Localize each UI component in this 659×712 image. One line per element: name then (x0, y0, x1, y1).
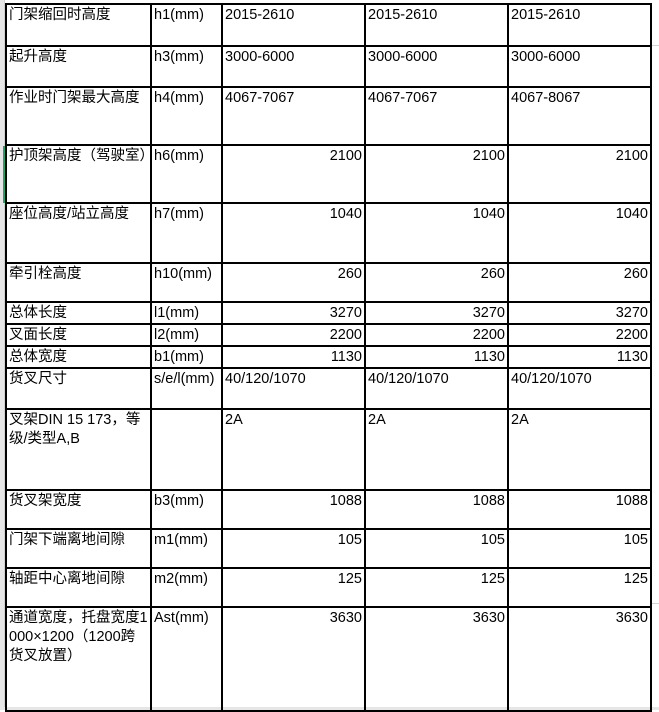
cell-parameter-label[interactable]: 总体长度 (5, 301, 152, 325)
cell-unit[interactable]: l1(mm) (150, 301, 223, 325)
table-row: 牵引栓高度 h10(mm) 260 260 260 (5, 262, 652, 303)
cell-unit[interactable]: h6(mm) (150, 144, 223, 204)
cell-unit[interactable]: b3(mm) (150, 489, 223, 530)
table-row: 货叉架宽度 b3(mm) 1088 1088 1088 (5, 489, 652, 530)
cell-model-3-value[interactable]: 2A (507, 408, 652, 491)
cell-model-2-value[interactable]: 3270 (364, 301, 509, 325)
cell-model-3-value[interactable]: 40/120/1070 (507, 367, 652, 410)
cell-model-3-value[interactable]: 1040 (507, 202, 652, 264)
cell-unit[interactable] (150, 408, 223, 491)
cell-unit[interactable]: b1(mm) (150, 345, 223, 369)
cell-model-2-value[interactable]: 2015-2610 (364, 3, 509, 47)
spec-table: 门架缩回时高度 h1(mm) 2015-2610 2015-2610 2015-2610… (5, 3, 652, 712)
cell-model-2-value[interactable]: 4067-7067 (364, 86, 509, 146)
cell-model-3-value[interactable]: 2200 (507, 323, 652, 347)
cell-model-3-value[interactable]: 2015-2610 (507, 3, 652, 47)
table-row: 货叉尺寸 s/e/l(mm) 40/120/1070 40/120/1070 40/12… (5, 367, 652, 410)
cell-model-3-value[interactable]: 260 (507, 262, 652, 303)
cell-model-2-value[interactable]: 1040 (364, 202, 509, 264)
cell-model-3-value[interactable]: 1130 (507, 345, 652, 369)
cell-model-2-value[interactable]: 3000-6000 (364, 45, 509, 88)
cell-parameter-label[interactable]: 座位高度/站立高度 (5, 202, 152, 264)
cell-parameter-label[interactable]: 门架缩回时高度 (5, 3, 152, 47)
cell-model-1-value[interactable]: 3630 (221, 606, 366, 712)
cell-model-1-value[interactable]: 105 (221, 528, 366, 569)
cell-unit[interactable]: h3(mm) (150, 45, 223, 88)
cell-model-1-value[interactable]: 40/120/1070 (221, 367, 366, 410)
cell-model-1-value[interactable]: 1040 (221, 202, 366, 264)
table-row: 作业时门架最大高度 h4(mm) 4067-7067 4067-7067 4067-80… (5, 86, 652, 146)
cell-unit[interactable]: m1(mm) (150, 528, 223, 569)
cell-model-1-value[interactable]: 1130 (221, 345, 366, 369)
cell-parameter-label[interactable]: 总体宽度 (5, 345, 152, 369)
table-row: 护顶架高度（驾驶室） h6(mm) 2100 2100 2100 (5, 144, 652, 204)
cell-parameter-label[interactable]: 通道宽度，托盘宽度1000×1200（1200跨货叉放置） (5, 606, 152, 712)
cell-model-2-value[interactable]: 125 (364, 567, 509, 608)
cell-model-2-value[interactable]: 40/120/1070 (364, 367, 509, 410)
gridline (652, 45, 659, 46)
cell-unit[interactable]: l2(mm) (150, 323, 223, 347)
cell-model-3-value[interactable]: 125 (507, 567, 652, 608)
cell-model-1-value[interactable]: 4067-7067 (221, 86, 366, 146)
cell-unit[interactable]: m2(mm) (150, 567, 223, 608)
cell-parameter-label[interactable]: 作业时门架最大高度 (5, 86, 152, 146)
cell-model-1-value[interactable]: 3270 (221, 301, 366, 325)
cell-unit[interactable]: Ast(mm) (150, 606, 223, 712)
cell-model-3-value[interactable]: 4067-8067 (507, 86, 652, 146)
cell-unit[interactable]: h4(mm) (150, 86, 223, 146)
cell-model-1-value[interactable]: 125 (221, 567, 366, 608)
cell-parameter-label[interactable]: 货叉架宽度 (5, 489, 152, 530)
cell-parameter-label[interactable]: 门架下端离地间隙 (5, 528, 152, 569)
cell-parameter-label[interactable]: 起升高度 (5, 45, 152, 88)
table-row: 起升高度 h3(mm) 3000-6000 3000-6000 3000-6000 (5, 45, 652, 88)
cell-model-1-value[interactable]: 3000-6000 (221, 45, 366, 88)
cell-parameter-label[interactable]: 货叉尺寸 (5, 367, 152, 410)
table-row: 通道宽度，托盘宽度1000×1200（1200跨货叉放置） Ast(mm) 3630… (5, 606, 652, 712)
cell-model-3-value[interactable]: 105 (507, 528, 652, 569)
table-row: 座位高度/站立高度 h7(mm) 1040 1040 1040 (5, 202, 652, 264)
cell-model-2-value[interactable]: 2200 (364, 323, 509, 347)
table-row: 门架下端离地间隙 m1(mm) 105 105 105 (5, 528, 652, 569)
table-row: 叉架DIN 15 173，等级/类型A,B 2A 2A 2A (5, 408, 652, 491)
cell-model-1-value[interactable]: 260 (221, 262, 366, 303)
cell-model-3-value[interactable]: 3000-6000 (507, 45, 652, 88)
cell-model-2-value[interactable]: 3630 (364, 606, 509, 712)
cell-unit[interactable]: h7(mm) (150, 202, 223, 264)
table-row: 总体长度 l1(mm) 3270 3270 3270 (5, 301, 652, 325)
cell-parameter-label[interactable]: 轴距中心离地间隙 (5, 567, 152, 608)
cell-unit[interactable]: s/e/l(mm) (150, 367, 223, 410)
cell-model-2-value[interactable]: 105 (364, 528, 509, 569)
cell-model-2-value[interactable]: 1088 (364, 489, 509, 530)
row-header-strip (0, 0, 5, 710)
table-row: 门架缩回时高度 h1(mm) 2015-2610 2015-2610 2015-2610 (5, 3, 652, 47)
cell-unit[interactable]: h10(mm) (150, 262, 223, 303)
gridline (652, 603, 659, 604)
cell-model-3-value[interactable]: 3270 (507, 301, 652, 325)
table-row: 总体宽度 b1(mm) 1130 1130 1130 (5, 345, 652, 369)
cell-model-1-value[interactable]: 2A (221, 408, 366, 491)
cell-model-2-value[interactable]: 1130 (364, 345, 509, 369)
cell-model-1-value[interactable]: 2015-2610 (221, 3, 366, 47)
table-row: 叉面长度 l2(mm) 2200 2200 2200 (5, 323, 652, 347)
cell-model-2-value[interactable]: 260 (364, 262, 509, 303)
cell-model-1-value[interactable]: 2100 (221, 144, 366, 204)
cell-parameter-label[interactable]: 护顶架高度（驾驶室） (5, 144, 152, 204)
cell-model-3-value[interactable]: 2100 (507, 144, 652, 204)
cell-model-2-value[interactable]: 2100 (364, 144, 509, 204)
cell-parameter-label[interactable]: 叉架DIN 15 173，等级/类型A,B (5, 408, 152, 491)
table-row: 轴距中心离地间隙 m2(mm) 125 125 125 (5, 567, 652, 608)
cell-model-1-value[interactable]: 1088 (221, 489, 366, 530)
cell-model-2-value[interactable]: 2A (364, 408, 509, 491)
selected-row-indicator (3, 146, 5, 203)
cell-model-3-value[interactable]: 3630 (507, 606, 652, 712)
cell-model-3-value[interactable]: 1088 (507, 489, 652, 530)
cell-parameter-label[interactable]: 牵引栓高度 (5, 262, 152, 303)
cell-model-1-value[interactable]: 2200 (221, 323, 366, 347)
cell-unit[interactable]: h1(mm) (150, 3, 223, 47)
cell-parameter-label[interactable]: 叉面长度 (5, 323, 152, 347)
